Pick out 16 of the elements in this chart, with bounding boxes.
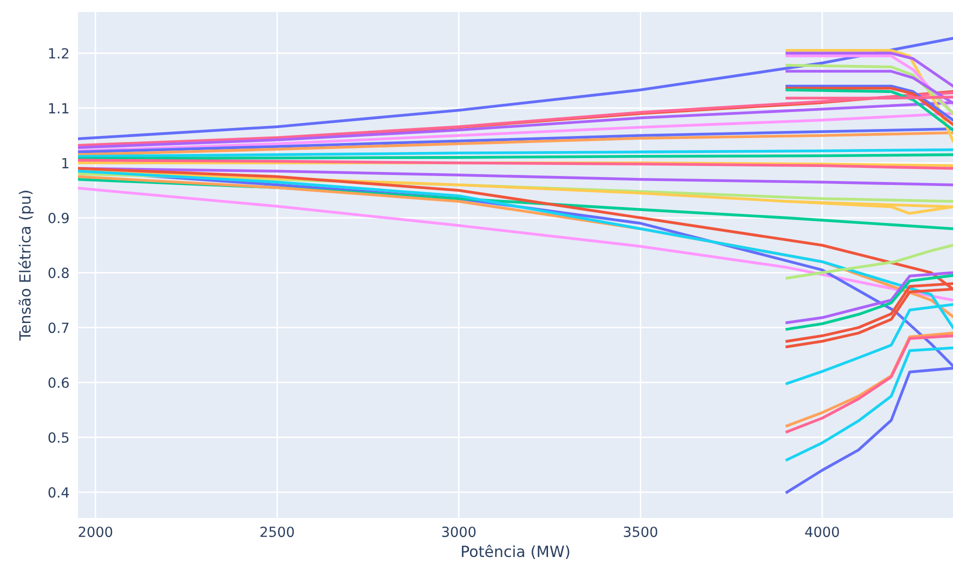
- x-axis-title: Potência (MW): [462, 544, 570, 559]
- y-tick-label: 1.1: [49, 103, 68, 114]
- x-tick-label: 3000: [442, 526, 476, 538]
- y-tick-label: 0.5: [48, 432, 68, 443]
- x-tick-label: 2000: [78, 526, 112, 538]
- y-tick-label: 0.6: [48, 377, 69, 388]
- y-tick-label: 0.8: [48, 268, 69, 278]
- y-tick-label: 0.4: [48, 487, 69, 498]
- x-tick-label: 2500: [260, 526, 294, 538]
- x-tick-label: 4000: [805, 526, 839, 538]
- y-tick-label: 0.7: [48, 322, 68, 334]
- y-tick-label: 0.9: [48, 212, 69, 224]
- y-tick-label: 1.2: [49, 48, 68, 58]
- x-tick-label: 3500: [624, 526, 658, 538]
- y-tick-label: 1: [62, 158, 68, 168]
- y-axis-title: Tensão Elétrica (pu): [18, 190, 34, 341]
